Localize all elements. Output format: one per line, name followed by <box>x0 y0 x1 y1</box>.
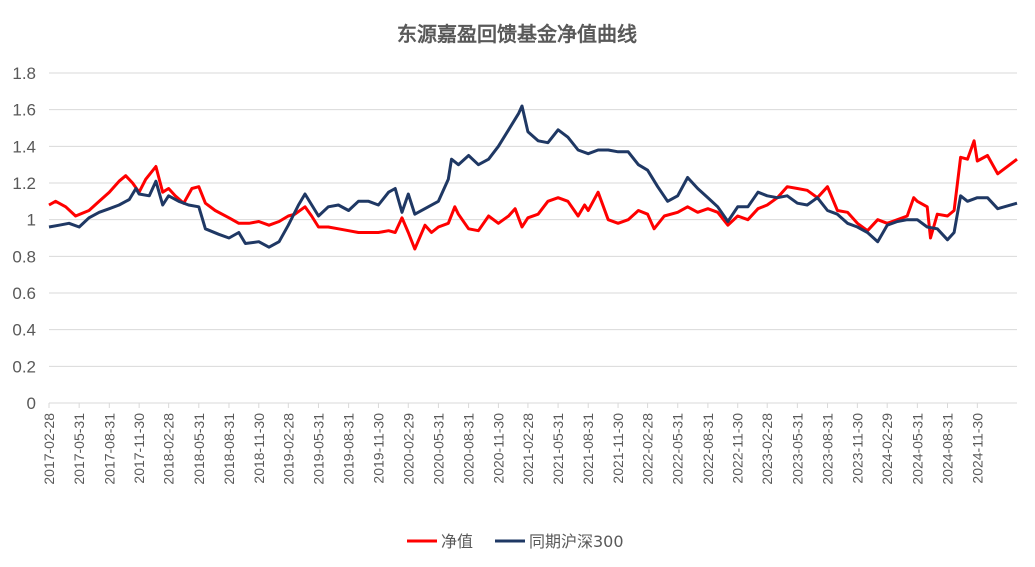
x-tick-label: 2020-08-31 <box>461 413 477 485</box>
y-tick-label: 0.6 <box>12 284 36 303</box>
y-tick-label: 0 <box>27 394 36 413</box>
x-tick-label: 2017-11-30 <box>131 413 147 484</box>
series-lines <box>48 104 1018 251</box>
x-tick-label: 2023-11-30 <box>849 413 865 484</box>
y-tick-label: 1.2 <box>12 174 36 193</box>
x-tick-label: 2021-05-31 <box>550 413 566 485</box>
x-tick-label: 2018-08-31 <box>221 413 237 485</box>
x-tick-label: 2021-11-30 <box>610 413 626 484</box>
x-tick-label: 2020-02-29 <box>400 413 416 485</box>
x-tick-label: 2022-11-30 <box>730 413 746 484</box>
x-tick-label: 2019-05-31 <box>310 413 326 485</box>
y-tick-label: 0.2 <box>12 357 36 376</box>
x-tick-label: 2023-08-31 <box>820 413 836 485</box>
x-tick-label: 2022-02-28 <box>640 413 656 485</box>
series-line-csi300 <box>48 104 1018 249</box>
y-tick-label: 1 <box>27 211 36 230</box>
y-tick-label: 0.4 <box>12 321 36 340</box>
legend: 净值 同期沪深300 <box>407 532 624 551</box>
x-tick-label: 2019-02-28 <box>280 413 296 485</box>
y-tick-label: 1.4 <box>12 137 36 156</box>
y-tick-label: 1.8 <box>12 64 36 83</box>
y-tick-label: 0.8 <box>12 247 36 266</box>
y-tick-label: 1.6 <box>12 101 36 120</box>
x-tick-label: 2024-08-31 <box>940 413 956 485</box>
x-tick-label: 2021-02-28 <box>520 413 536 485</box>
x-tick-label: 2024-02-29 <box>879 413 895 485</box>
x-tick-label: 2017-02-28 <box>41 413 57 485</box>
legend-label-csi300: 同期沪深300 <box>529 532 624 551</box>
x-axis-ticks: 2017-02-28 2017-05-31 2017-08-31 2017-11-30… <box>41 403 985 485</box>
x-tick-label: 2022-08-31 <box>700 413 716 485</box>
x-tick-label: 2020-05-31 <box>430 413 446 485</box>
x-tick-label: 2019-11-30 <box>370 413 386 484</box>
x-tick-label: 2018-05-31 <box>191 413 207 485</box>
x-tick-label: 2024-05-31 <box>909 413 925 485</box>
x-tick-label: 2019-08-31 <box>341 413 357 485</box>
y-axis-ticks: 0 0.2 0.4 0.6 0.8 1 1.2 1.4 1.6 1.8 <box>12 64 36 413</box>
x-tick-label: 2020-11-30 <box>490 413 506 484</box>
x-tick-label: 2023-05-31 <box>789 413 805 485</box>
x-tick-label: 2022-05-31 <box>670 413 686 485</box>
x-tick-label: 2023-02-28 <box>759 413 775 485</box>
x-tick-label: 2018-02-28 <box>161 413 177 485</box>
gridlines <box>49 72 1017 404</box>
series-line-nav <box>48 139 1018 251</box>
x-tick-label: 2017-08-31 <box>101 413 117 485</box>
x-tick-label: 2021-08-31 <box>580 413 596 485</box>
x-tick-label: 2018-11-30 <box>251 413 267 484</box>
chart-title: 东源嘉盈回馈基金净值曲线 <box>397 22 637 46</box>
x-tick-label: 2017-05-31 <box>71 413 87 485</box>
legend-label-nav: 净值 <box>441 532 473 551</box>
x-tick-label: 2024-11-30 <box>969 413 985 484</box>
